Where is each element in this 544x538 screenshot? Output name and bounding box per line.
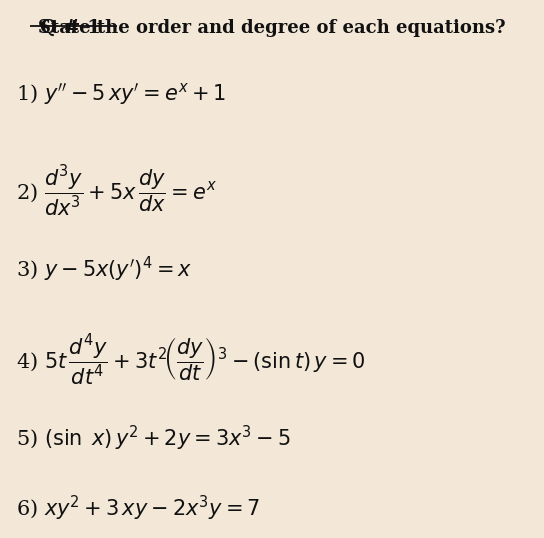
Text: 2) $\dfrac{d^{3}y}{dx^{3}} + 5x\,\dfrac{dy}{dx} = e^{x}$: 2) $\dfrac{d^{3}y}{dx^{3}} + 5x\,\dfrac{… [16,164,217,218]
Text: 6) $xy^{2} + 3\,xy - 2x^{3}y = 7$: 6) $xy^{2} + 3\,xy - 2x^{3}y = 7$ [16,494,261,523]
Text: 1) $y'' - 5\,xy' = e^{x} + 1$: 1) $y'' - 5\,xy' = e^{x} + 1$ [16,81,227,107]
Text: 4) $5t\,\dfrac{d^{4}y}{dt^{4}} + 3t^{2}\!\left(\dfrac{dy}{dt}\right)^{3} - (\sin: 4) $5t\,\dfrac{d^{4}y}{dt^{4}} + 3t^{2}\… [16,333,366,388]
Text: State the order and degree of each equations?: State the order and degree of each equat… [38,19,506,37]
Text: 3) $y - 5x(y')^{4} = x$: 3) $y - 5x(y')^{4} = x$ [16,254,193,284]
Text: 5) $(\sin\; x)\,y^{2} + 2y = 3x^{3} - 5$: 5) $(\sin\; x)\,y^{2} + 2y = 3x^{3} - 5$ [16,424,291,453]
Text: Q # 1: Q # 1 [40,19,101,37]
